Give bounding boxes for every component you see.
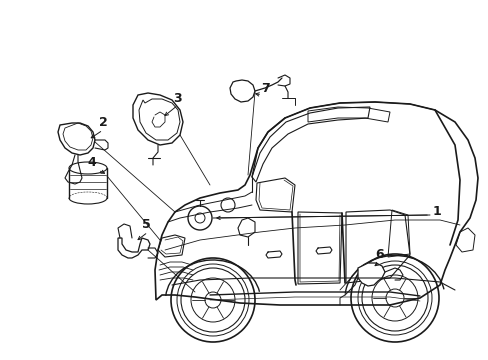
Text: 1: 1 [432,206,441,219]
Text: 4: 4 [87,157,96,170]
Text: 2: 2 [99,117,107,130]
Text: 6: 6 [375,248,384,261]
Text: 7: 7 [260,81,269,94]
Polygon shape [155,102,477,305]
Polygon shape [238,218,254,237]
Polygon shape [58,123,95,155]
Polygon shape [118,238,150,258]
Text: 5: 5 [142,219,150,231]
Polygon shape [133,93,183,145]
Polygon shape [357,263,384,286]
Text: 3: 3 [173,91,182,104]
Polygon shape [229,80,254,102]
